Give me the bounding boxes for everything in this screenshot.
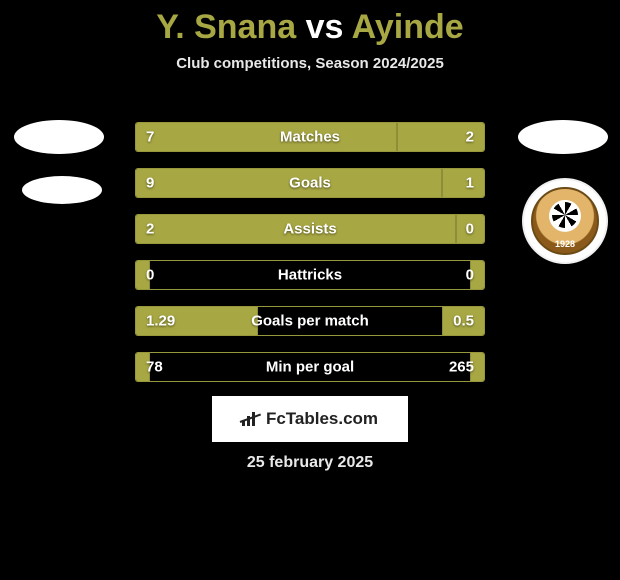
- barchart-icon: [242, 412, 260, 426]
- stat-label: Hattricks: [278, 267, 342, 284]
- stat-row: 7 2 Matches: [135, 122, 485, 152]
- value-left: 9: [146, 175, 154, 192]
- value-right: 0.5: [453, 313, 474, 330]
- stat-row: 1.29 0.5 Goals per match: [135, 306, 485, 336]
- player1-name: Y. Snana: [156, 8, 296, 46]
- value-left: 7: [146, 129, 154, 146]
- value-right: 265: [449, 359, 474, 376]
- vs-text: vs: [306, 8, 344, 46]
- player2-club-badge: [522, 178, 608, 264]
- value-right: 2: [466, 129, 474, 146]
- value-right: 0: [466, 221, 474, 238]
- player1-avatar-placeholder: [14, 120, 104, 154]
- value-right: 0: [466, 267, 474, 284]
- site-badge: FcTables.com: [212, 396, 408, 442]
- value-left: 0: [146, 267, 154, 284]
- player1-club-placeholder: [22, 176, 102, 204]
- stat-label: Goals: [289, 175, 331, 192]
- stat-label: Min per goal: [266, 359, 354, 376]
- bar-right: [442, 169, 484, 197]
- stat-label: Assists: [283, 221, 336, 238]
- subtitle: Club competitions, Season 2024/2025: [0, 55, 620, 72]
- bar-left: [136, 123, 397, 151]
- player2-avatar-placeholder: [518, 120, 608, 154]
- stat-row: 9 1 Goals: [135, 168, 485, 198]
- player2-name: Ayinde: [352, 8, 464, 46]
- stat-label: Matches: [280, 129, 340, 146]
- date-text: 25 february 2025: [247, 454, 373, 472]
- stats-container: 7 2 Matches 9 1 Goals 2 0 Assists 0 0 Hattricks 1.29…: [135, 122, 485, 398]
- value-left: 1.29: [146, 313, 175, 330]
- value-right: 1: [466, 175, 474, 192]
- club-badge-icon: [531, 187, 599, 255]
- stat-row: 0 0 Hattricks: [135, 260, 485, 290]
- comparison-title: Y. Snana vs Ayinde: [0, 0, 620, 47]
- stat-row: 2 0 Assists: [135, 214, 485, 244]
- value-left: 78: [146, 359, 163, 376]
- stat-row: 78 265 Min per goal: [135, 352, 485, 382]
- value-left: 2: [146, 221, 154, 238]
- site-name: FcTables.com: [266, 409, 378, 429]
- stat-label: Goals per match: [251, 313, 369, 330]
